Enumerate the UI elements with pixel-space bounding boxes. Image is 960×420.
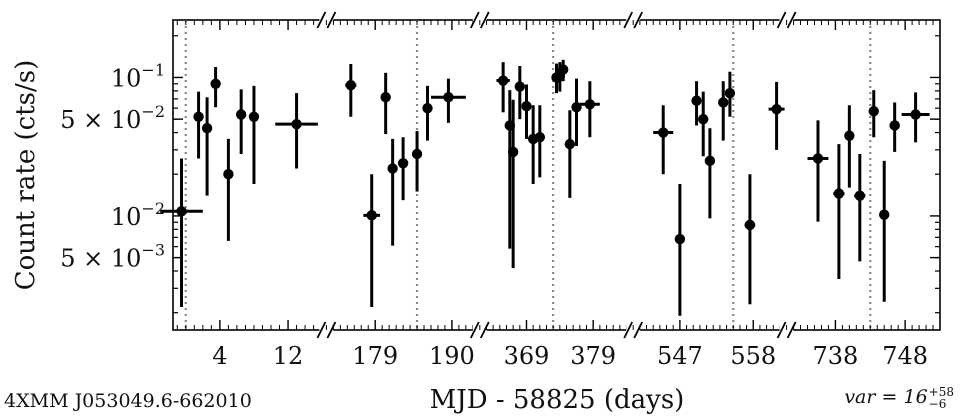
x-tick-label: 179 <box>352 342 398 370</box>
data-point <box>771 103 782 115</box>
axis-break-mark <box>469 11 480 29</box>
axis-break-mark <box>786 321 797 339</box>
data-point <box>718 97 729 108</box>
data-point <box>411 148 423 160</box>
x-tick-label: 547 <box>657 342 703 370</box>
data-point <box>844 130 855 141</box>
axis-break-mark <box>479 321 490 339</box>
data-point <box>223 169 234 180</box>
data-point <box>514 81 526 92</box>
data-point <box>889 120 900 131</box>
data-point <box>833 188 845 199</box>
x-tick-label: 379 <box>570 342 616 370</box>
y-tick-label: 10−2 <box>111 199 165 231</box>
x-tick-label: 12 <box>273 342 304 370</box>
axis-break-mark <box>633 11 644 29</box>
data-point <box>571 101 582 113</box>
axis-break-mark <box>776 321 787 339</box>
y-axis-label: Count rate (cts/s) <box>11 60 41 291</box>
data-point <box>422 102 433 114</box>
variability-label: var = 16 +58 −6 <box>844 385 954 411</box>
data-point <box>397 158 409 169</box>
data-point <box>380 92 391 103</box>
data-point <box>235 109 247 120</box>
axis-break-mark <box>316 321 327 339</box>
source-name-label: 4XMM J053049.6-662010 <box>4 390 252 412</box>
data-point <box>724 87 736 99</box>
axis-break-mark <box>316 11 327 29</box>
axis-break-mark <box>633 321 644 339</box>
x-tick-label: 190 <box>429 342 475 370</box>
data-point <box>534 132 546 143</box>
data-point <box>868 106 879 117</box>
x-tick-label: 748 <box>882 342 928 370</box>
data-point <box>291 118 302 130</box>
data-point <box>691 95 702 106</box>
plot-frame <box>172 19 941 331</box>
data-point <box>345 79 357 91</box>
axis-break-mark <box>623 321 634 339</box>
data-point <box>854 190 866 201</box>
variability-value: 16 <box>903 386 928 408</box>
x-tick-label: 369 <box>504 342 550 370</box>
y-tick-label: 5 × 10−3 <box>60 241 165 273</box>
data-point <box>193 111 204 122</box>
variability-lower-error: −6 <box>928 397 947 411</box>
data-point <box>698 113 709 125</box>
axis-break-mark <box>326 321 337 339</box>
axis-break-mark <box>326 11 337 29</box>
variability-upper-error: +58 <box>928 385 954 399</box>
axis-break-mark <box>469 321 480 339</box>
data-point <box>910 109 921 120</box>
data-point <box>443 92 454 103</box>
data-point <box>201 123 213 134</box>
data-point <box>704 155 716 167</box>
data-point <box>584 99 596 110</box>
y-tick-label: 10−1 <box>111 60 165 92</box>
x-tick-label: 4 <box>212 342 227 370</box>
x-tick-label: 558 <box>730 342 776 370</box>
variability-symbol: var <box>844 386 876 408</box>
data-point <box>658 127 669 138</box>
data-point <box>879 209 890 220</box>
y-tick-label: 5 × 10−2 <box>60 102 165 134</box>
axis-break-mark <box>776 11 787 29</box>
data-point <box>210 78 221 89</box>
data-point <box>521 101 532 112</box>
data-point <box>366 210 377 221</box>
data-point <box>507 146 519 158</box>
data-point <box>812 153 824 164</box>
data-point <box>248 111 260 122</box>
x-tick-label: 738 <box>813 342 859 370</box>
axis-break-mark <box>479 11 490 29</box>
data-point <box>674 233 686 245</box>
data-point <box>497 75 509 86</box>
data-point <box>744 219 756 231</box>
axis-break-mark <box>623 11 634 29</box>
x-axis-label: MJD - 58825 (days) <box>430 385 685 415</box>
axis-break-mark <box>786 11 797 29</box>
data-point <box>557 64 569 75</box>
y-axis-label-group: Count rate (cts/s) <box>11 60 41 291</box>
data-point <box>176 206 187 217</box>
data-point <box>387 163 398 174</box>
data-point <box>564 138 576 150</box>
